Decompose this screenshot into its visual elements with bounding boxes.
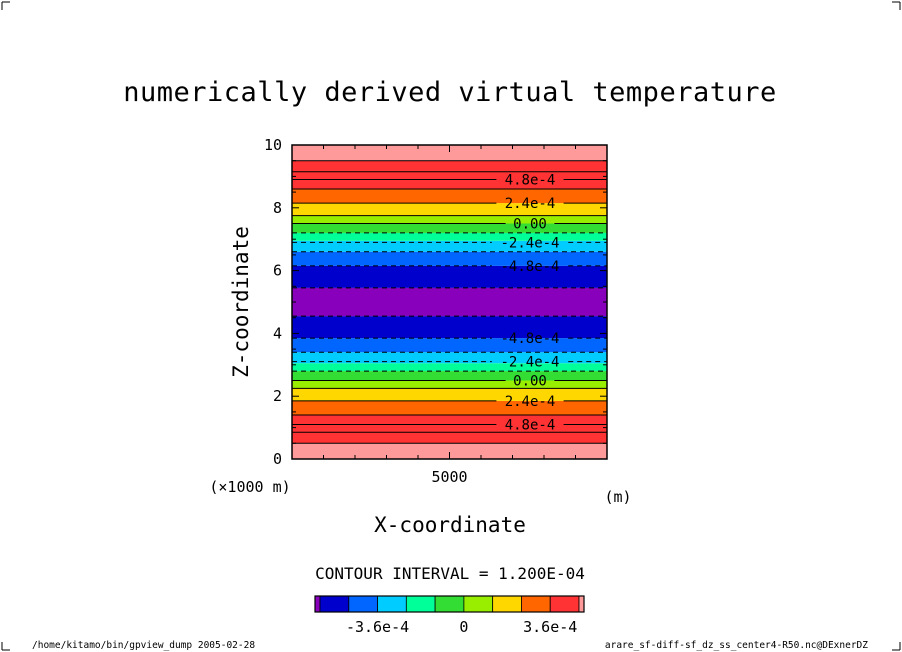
colorbar-swatch	[434, 595, 465, 613]
colorbar-tick-label: -3.6e-4	[346, 618, 409, 636]
colorbar-swatch	[405, 595, 436, 613]
colorbar-swatch	[578, 595, 585, 613]
contour-band	[292, 188, 607, 204]
colorbar-swatch	[314, 595, 321, 613]
x-unit-label: (m)	[604, 488, 631, 506]
contour-band	[292, 352, 607, 364]
contour-bands	[292, 145, 607, 459]
contour-band	[292, 145, 607, 161]
contour-line-label: -2.4e-4	[500, 235, 559, 251]
colorbar-tick-label: 3.6e-4	[523, 618, 577, 636]
colorbar-swatch	[492, 595, 522, 613]
y-tick-label: 0	[273, 450, 282, 468]
y-axis-label: Z-coordinate	[229, 226, 253, 378]
contour-band	[292, 160, 607, 189]
colorbar-swatch	[549, 595, 580, 613]
contour-band	[292, 380, 607, 389]
contour-band	[292, 388, 607, 401]
colorbar-tick-label: 0	[459, 618, 468, 636]
contour-band	[292, 338, 607, 353]
contour-interval-text: CONTOUR INTERVAL = 1.200E-04	[315, 564, 585, 583]
contour-band	[292, 215, 607, 224]
colorbar-swatch	[463, 595, 494, 613]
x-axis-ticks: 5000	[323, 145, 576, 486]
contour-band	[292, 223, 607, 233]
y-axis-ticks: 0 2 4 6 8 10	[264, 136, 607, 468]
y-tick-label: 8	[273, 199, 282, 217]
contour-line-label: -2.4e-4	[500, 355, 559, 371]
contour-band	[292, 443, 607, 459]
contour-band	[292, 287, 607, 317]
y-tick-label: 2	[273, 387, 282, 405]
x-tick-label: 5000	[431, 468, 467, 486]
contour-band	[292, 415, 607, 444]
colorbar-swatch	[521, 595, 551, 613]
contour-labels: 4.8e-4 2.4e-4 0.00 -2.4e-4 -4.8e-4 -4.8e-4 -2.…	[500, 173, 559, 434]
contour-line-label: -4.8e-4	[500, 331, 559, 347]
footer-right: arare_sf-diff-sf_dz_ss_center4-R50.nc@DE…	[605, 640, 868, 651]
contour-band	[292, 232, 607, 241]
contour-line-label: 4.8e-4	[505, 173, 556, 189]
contour-band	[292, 371, 607, 381]
colorbar-frame	[314, 595, 585, 613]
contour-line-label: -4.8e-4	[500, 259, 559, 275]
contour-band	[292, 203, 607, 216]
contour-line-label: 0.00	[513, 374, 547, 390]
chart-title: numerically derived virtual temperature	[123, 77, 776, 108]
contour-lines	[292, 160, 607, 444]
contour-band	[292, 363, 607, 372]
contour-band	[292, 240, 607, 252]
footer-left: /home/kitamo/bin/gpview_dump 2005-02-28	[32, 640, 255, 651]
y-tick-label: 4	[273, 324, 282, 342]
y-tick-label: 10	[264, 136, 282, 154]
colorbar	[314, 595, 585, 613]
contour-band	[292, 265, 607, 288]
x-axis-label: X-coordinate	[374, 513, 526, 537]
contour-band	[292, 400, 607, 416]
y-tick-label: 6	[273, 262, 282, 280]
contour-line-label: 0.00	[513, 217, 547, 233]
colorbar-swatch	[319, 595, 350, 613]
colorbar-tick-labels: -3.6e-4 0 3.6e-4	[346, 618, 577, 636]
contour-line-label: 2.4e-4	[505, 394, 556, 410]
contour-band	[292, 316, 607, 339]
contour-line-label: 4.8e-4	[505, 417, 556, 433]
colorbar-swatch	[377, 595, 407, 613]
contour-band	[292, 251, 607, 266]
contour-line-label: 2.4e-4	[505, 196, 556, 212]
x-scale-note: (×1000 m)	[209, 478, 290, 496]
colorbar-swatch	[348, 595, 378, 613]
